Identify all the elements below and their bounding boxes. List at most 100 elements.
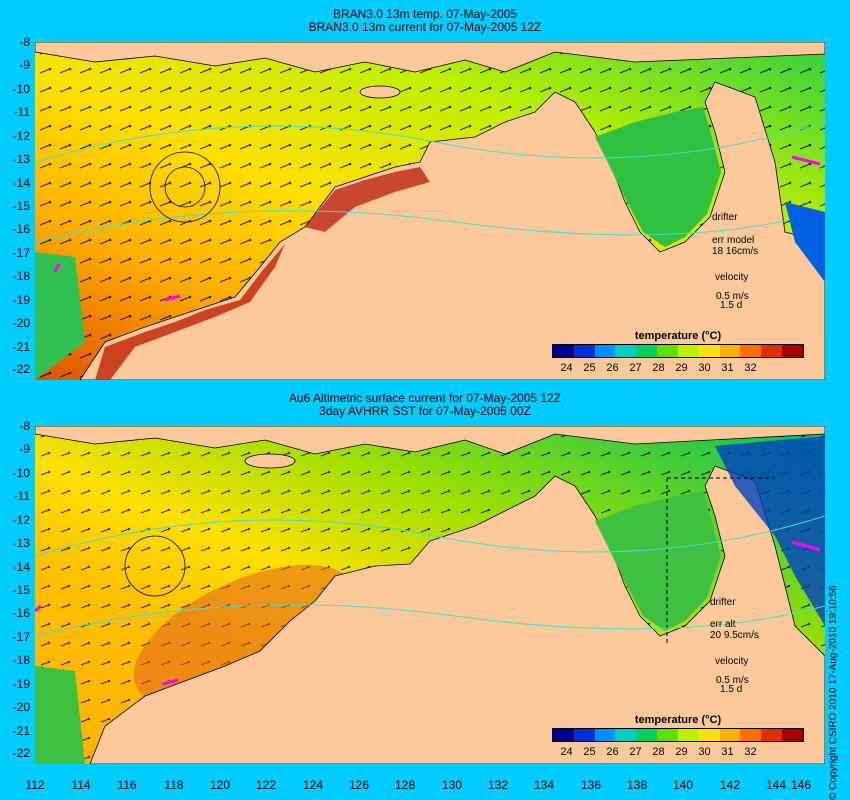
colorbar-swatch	[740, 345, 762, 357]
x-tick: 126	[348, 778, 370, 792]
top-y-tick: -16	[12, 222, 30, 236]
colorbar-tick: 24	[560, 746, 573, 758]
x-tick: 124	[302, 778, 324, 792]
colorbar-tick: 28	[652, 362, 665, 374]
bottom-drifter-track	[162, 678, 179, 686]
bottom-drifter-label: drifter	[710, 597, 736, 608]
bottom-title-line2: 3day AVHRR SST for 07-May-2005 00Z	[319, 404, 531, 418]
x-tick: 128	[394, 778, 416, 792]
bottom-bathymetry-contour	[35, 515, 825, 557]
colorbar-tick: 32	[744, 362, 757, 374]
top-colorbar	[552, 344, 804, 358]
top-pilbara-warm-band	[305, 167, 430, 232]
colorbar-swatch	[698, 345, 720, 357]
top-title-line1: BRAN3.0 13m temp. 07-May-2005	[332, 7, 518, 21]
top-timor-island	[359, 85, 401, 99]
bottom-y-tick: -9	[19, 442, 30, 456]
top-title-line2: BRAN3.0 13m current for 07-May-2005 12Z	[308, 20, 542, 34]
colorbar-swatch	[677, 345, 699, 357]
top-velocity-scale: 0.5 m/s	[716, 291, 749, 302]
top-drifter-label: drifter	[712, 212, 738, 223]
top-y-tick: -15	[12, 199, 30, 213]
bottom-eddy	[124, 535, 186, 597]
colorbar-swatch	[573, 345, 595, 357]
top-y-tick: -8	[19, 35, 30, 49]
colorbar-swatch	[657, 345, 678, 357]
colorbar-swatch	[615, 345, 637, 357]
colorbar-swatch	[698, 729, 720, 741]
colorbar-swatch	[636, 729, 658, 741]
colorbar-swatch	[657, 729, 678, 741]
bottom-map-svg	[35, 426, 825, 764]
bottom-warm-core	[133, 564, 357, 708]
colorbar-tick: 26	[606, 746, 619, 758]
bottom-y-tick: -15	[12, 583, 30, 597]
colorbar-tick: 29	[675, 362, 688, 374]
bottom-y-tick: -20	[12, 700, 30, 714]
top-indonesia-islands	[35, 42, 825, 73]
top-velocity-time: 1.5 d	[720, 300, 743, 311]
top-coastal-warm-band	[95, 244, 285, 380]
colorbar-tick: 29	[675, 746, 688, 758]
colorbar-swatch	[615, 729, 637, 741]
x-tick: 144	[765, 778, 787, 792]
x-tick: 146	[790, 778, 812, 792]
bottom-err-value: 20 9.5cm/s	[710, 630, 759, 641]
colorbar-swatch	[761, 729, 783, 741]
x-tick: 118	[164, 778, 184, 792]
top-err-value: 18 16cm/s	[712, 246, 759, 257]
colorbar-tick: 27	[629, 362, 642, 374]
x-tick: 132	[487, 778, 509, 792]
colorbar-tick: 26	[606, 362, 619, 374]
top-east-cool-water	[785, 202, 825, 282]
bottom-y-tick: -16	[12, 606, 30, 620]
top-err-label: err model	[712, 235, 755, 246]
top-drifter-track-3	[53, 263, 61, 273]
bottom-y-tick: -22	[12, 746, 30, 760]
x-tick: 116	[117, 778, 137, 792]
bottom-legend-title: temperature (°C)	[634, 714, 722, 726]
x-tick: 136	[580, 778, 602, 792]
bottom-gulf-water	[595, 491, 721, 631]
bottom-title-line1: Au6 Altimetric surface current for 07-Ma…	[288, 391, 562, 405]
colorbar-swatch	[719, 729, 741, 741]
bottom-indonesia-islands	[35, 426, 825, 455]
top-australia-land	[79, 81, 825, 380]
colorbar-swatch	[677, 729, 699, 741]
colorbar-swatch	[636, 345, 658, 357]
top-y-tick: -9	[19, 58, 30, 72]
bottom-y-tick: -17	[12, 630, 30, 644]
top-gulf-water	[595, 107, 721, 247]
colorbar-swatch	[761, 345, 783, 357]
bottom-y-tick: -18	[12, 653, 30, 667]
colorbar-swatch	[553, 729, 574, 741]
colorbar-tick: 31	[721, 362, 734, 374]
bottom-y-tick: -12	[12, 513, 30, 527]
top-bathymetry-contour	[35, 121, 825, 163]
bottom-timor-island	[244, 453, 296, 469]
x-tick: 112	[25, 778, 45, 792]
top-y-tick: -17	[12, 246, 30, 260]
bottom-err-label: err alt	[710, 619, 736, 630]
top-eddy-inner	[164, 166, 206, 208]
colorbar-swatch	[782, 345, 803, 357]
bottom-bathymetry-contour-2	[35, 604, 825, 637]
top-velocity-label: velocity	[715, 272, 749, 283]
bottom-y-tick: -19	[12, 677, 30, 691]
colorbar-swatch	[719, 345, 741, 357]
bottom-colorbar	[552, 728, 804, 742]
top-y-tick: -21	[12, 340, 30, 354]
bottom-y-tick: -10	[12, 466, 30, 480]
top-drifter-track-2	[791, 155, 821, 166]
top-y-tick: -12	[12, 129, 30, 143]
top-bathymetry-contour-2	[35, 210, 825, 243]
top-y-tick: -11	[13, 105, 30, 119]
bottom-west-cool-water	[35, 666, 85, 764]
bottom-northeast-cool-water	[715, 436, 825, 626]
x-tick: 134	[533, 778, 555, 792]
bottom-dashed-region	[666, 477, 775, 646]
top-colorbar-ticks: 24 25 26 27 28 29 30 31 32	[555, 362, 762, 374]
x-tick: 114	[71, 778, 91, 792]
top-drifter-track	[164, 294, 181, 302]
bottom-y-tick: -8	[19, 419, 30, 433]
